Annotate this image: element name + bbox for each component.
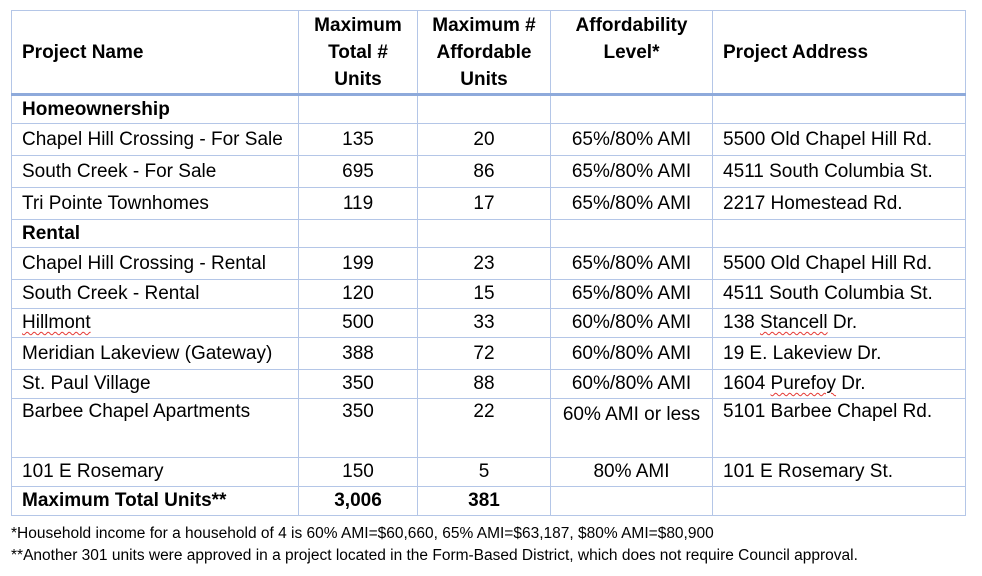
- project-address-cell: 5500 Old Chapel Hill Rd.: [712, 123, 966, 156]
- totals-total-units: 3,006: [298, 486, 418, 516]
- spellcheck-flagged-text: Hillmont: [22, 312, 91, 333]
- affordability-level-cell: 80% AMI: [550, 457, 713, 487]
- header-max-aff-line3: Units: [460, 68, 508, 90]
- projects-table: Project Name Maximum Total # Units Maxim…: [11, 10, 966, 516]
- affordability-level-cell: 60% AMI or less: [550, 398, 713, 458]
- project-address-cell: 19 E. Lakeview Dr.: [712, 337, 966, 370]
- affordable-units-cell: 22: [417, 398, 551, 458]
- affordability-level-cell: 60%/80% AMI: [550, 369, 713, 399]
- project-name-cell: Chapel Hill Crossing - Rental: [11, 247, 299, 280]
- section-label-homeownership: Homeownership: [11, 94, 299, 124]
- project-name-cell: Barbee Chapel Apartments: [11, 398, 299, 458]
- affordability-level-cell: 60%/80% AMI: [550, 337, 713, 370]
- header-max-aff-line2: Affordable: [436, 41, 532, 63]
- affordability-level-cell: 60%/80% AMI: [550, 308, 713, 338]
- table-row: Chapel Hill Crossing - Rental 199 23 65%…: [11, 247, 966, 280]
- total-units-cell: 350: [298, 398, 418, 458]
- total-units-cell: 695: [298, 155, 418, 188]
- total-units-cell: 119: [298, 187, 418, 220]
- project-address-cell: 5101 Barbee Chapel Rd.: [712, 398, 966, 458]
- footnotes: *Household income for a household of 4 i…: [11, 523, 971, 567]
- table-row: Chapel Hill Crossing - For Sale 135 20 6…: [11, 123, 966, 156]
- project-address-cell: 1604 Purefoy Dr.: [712, 369, 966, 399]
- total-units-cell: 350: [298, 369, 418, 399]
- affordable-units-cell: 5: [417, 457, 551, 487]
- section-row-rental: Rental: [11, 219, 966, 248]
- header-row: Project Name Maximum Total # Units Maxim…: [11, 10, 966, 95]
- affordability-level-cell: 65%/80% AMI: [550, 123, 713, 156]
- header-project-address: Project Address: [712, 10, 966, 95]
- totals-label: Maximum Total Units**: [11, 486, 299, 516]
- section-row-homeownership: Homeownership: [11, 94, 966, 124]
- total-units-cell: 150: [298, 457, 418, 487]
- total-units-cell: 120: [298, 279, 418, 309]
- spellcheck-flagged-text: Purefoy: [770, 373, 837, 394]
- affordability-level-cell: 65%/80% AMI: [550, 187, 713, 220]
- project-address-cell: 5500 Old Chapel Hill Rd.: [712, 247, 966, 280]
- table-row: Tri Pointe Townhomes 119 17 65%/80% AMI …: [11, 187, 966, 220]
- table-row: 101 E Rosemary 150 5 80% AMI 101 E Rosem…: [11, 457, 966, 487]
- header-project-name: Project Name: [11, 10, 299, 95]
- project-name-cell: St. Paul Village: [11, 369, 299, 399]
- total-units-cell: 500: [298, 308, 418, 338]
- total-units-cell: 199: [298, 247, 418, 280]
- project-address-cell: 138 Stancell Dr.: [712, 308, 966, 338]
- affordable-units-cell: 17: [417, 187, 551, 220]
- project-name-cell: Tri Pointe Townhomes: [11, 187, 299, 220]
- total-units-cell: 135: [298, 123, 418, 156]
- project-address-cell: 4511 South Columbia St.: [712, 279, 966, 309]
- affordable-units-cell: 20: [417, 123, 551, 156]
- project-address-cell: 101 E Rosemary St.: [712, 457, 966, 487]
- header-max-total-line2: Total #: [328, 41, 388, 63]
- affordability-level-cell: 65%/80% AMI: [550, 279, 713, 309]
- header-aff-level-line2: Level*: [603, 42, 660, 63]
- affordable-units-cell: 72: [417, 337, 551, 370]
- project-name-cell: South Creek - Rental: [11, 279, 299, 309]
- table-row: Hillmont 500 33 60%/80% AMI 138 Stancell…: [11, 308, 966, 338]
- project-name-cell: South Creek - For Sale: [11, 155, 299, 188]
- affordable-units-cell: 15: [417, 279, 551, 309]
- table-row: Barbee Chapel Apartments 350 22 60% AMI …: [11, 398, 966, 458]
- header-max-affordable-units: Maximum # Affordable Units: [417, 10, 551, 95]
- footnote-income: *Household income for a household of 4 i…: [11, 525, 714, 542]
- header-affordability-level: Affordability Level*: [550, 10, 713, 95]
- totals-row: Maximum Total Units** 3,006 381: [11, 486, 966, 516]
- section-label-rental: Rental: [11, 219, 299, 248]
- spellcheck-flagged-text: Stancell: [759, 312, 828, 333]
- project-name-cell: Meridian Lakeview (Gateway): [11, 337, 299, 370]
- project-name-cell: 101 E Rosemary: [11, 457, 299, 487]
- affordability-level-cell: 65%/80% AMI: [550, 247, 713, 280]
- totals-affordable-units: 381: [417, 486, 551, 516]
- header-max-total-line3: Units: [334, 68, 382, 90]
- footnote-form-based-district: **Another 301 units were approved in a p…: [11, 547, 858, 564]
- header-max-total-line1: Maximum: [314, 14, 402, 36]
- table-row: St. Paul Village 350 88 60%/80% AMI 1604…: [11, 369, 966, 399]
- project-address-cell: 4511 South Columbia St.: [712, 155, 966, 188]
- project-name-cell: Chapel Hill Crossing - For Sale: [11, 123, 299, 156]
- header-max-aff-line1: Maximum #: [432, 14, 536, 36]
- header-max-total-units: Maximum Total # Units: [298, 10, 418, 95]
- table-row: South Creek - Rental 120 15 65%/80% AMI …: [11, 279, 966, 309]
- affordable-units-cell: 23: [417, 247, 551, 280]
- affordable-units-cell: 88: [417, 369, 551, 399]
- project-address-cell: 2217 Homestead Rd.: [712, 187, 966, 220]
- table-row: Meridian Lakeview (Gateway) 388 72 60%/8…: [11, 337, 966, 370]
- affordable-units-cell: 86: [417, 155, 551, 188]
- table-row: South Creek - For Sale 695 86 65%/80% AM…: [11, 155, 966, 188]
- affordability-level-cell: 65%/80% AMI: [550, 155, 713, 188]
- project-name-cell: Hillmont: [11, 308, 299, 338]
- total-units-cell: 388: [298, 337, 418, 370]
- affordable-units-cell: 33: [417, 308, 551, 338]
- header-aff-level-line1: Affordability: [575, 15, 688, 36]
